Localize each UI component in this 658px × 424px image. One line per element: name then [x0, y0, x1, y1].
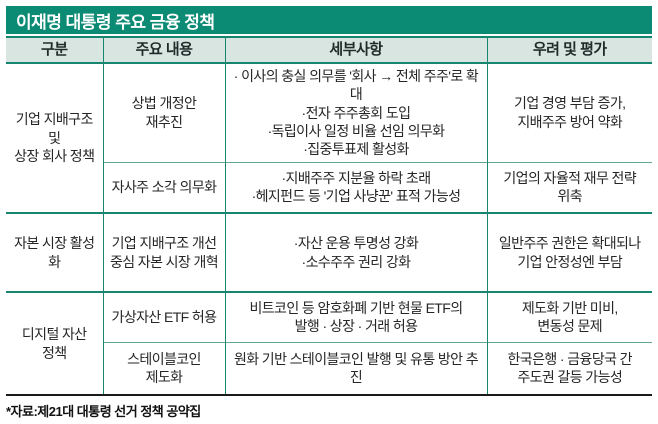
group-capital-market: 자본 시장 활성화 기업 지배구조 개선 중심 자본 시장 개혁 ·자산 운용 …	[6, 212, 652, 292]
concern-cell: 한국은행 · 금융당국 간 주도권 갈등 가능성	[486, 341, 652, 395]
main-cell: 스테이블코인 제도화	[103, 341, 226, 395]
source-note: *자료:제21대 대통령 선거 정책 공약집	[6, 404, 201, 419]
details-cell: 원화 기반 스테이블코인 발행 및 유통 방안 추진	[224, 341, 488, 395]
category-cell: 디지털 자산 정책	[6, 291, 104, 395]
concern-cell: 기업의 자율적 재무 전략 위축	[486, 161, 652, 213]
policy-table: 구분 주요 내용 세부사항 우려 및 평가 기업 지배구조 및 상장 회사 정책…	[6, 36, 652, 396]
concern-cell: 기업 경영 부담 증가, 지배주주 방어 약화	[486, 62, 652, 162]
column-header-details: 세부사항	[224, 37, 488, 63]
table-row: 디지털 자산 정책 가상자산 ETF 허용 비트코인 등 암호화폐 기반 현물 …	[6, 291, 652, 395]
details-cell: · 이사의 충실 의무를 '회사 → 전체 주주'로 확대 ·전자 주주총회 도…	[224, 62, 488, 162]
title-bar: 이재명 대통령 주요 금융 정책	[6, 6, 652, 34]
main-cell: 자사주 소각 의무화	[103, 161, 226, 213]
category-cell: 자본 시장 활성화	[6, 212, 104, 292]
details-cell: 비트코인 등 암호화폐 기반 현물 ETF의 발행 · 상장 · 거래 허용	[224, 291, 488, 342]
header-row: 구분 주요 내용 세부사항 우려 및 평가	[6, 37, 652, 63]
main-cell: 가상자산 ETF 허용	[102, 291, 226, 342]
details-cell: ·자산 운용 투명성 강화 ·소수주주 권리 강화	[224, 212, 488, 292]
main-cell: 기업 지배구조 개선 중심 자본 시장 개혁	[102, 212, 226, 292]
table-row: 스테이블코인 제도화 원화 기반 스테이블코인 발행 및 유통 방안 추진 한국…	[6, 341, 652, 395]
table-row: 자사주 소각 의무화 ·지배주주 지분율 하락 초래 ·헤지펀드 등 '기업 사…	[6, 161, 652, 213]
page-title: 이재명 대통령 주요 금융 정책	[16, 12, 215, 32]
table-row: 기업 지배구조 및 상장 회사 정책 상법 개정안 재추진 · 이사의 충실 의…	[6, 62, 652, 213]
group-digital-asset: 디지털 자산 정책 가상자산 ETF 허용 비트코인 등 암호화폐 기반 현물 …	[6, 291, 652, 395]
column-header-main: 주요 내용	[102, 37, 226, 63]
category-cell: 기업 지배구조 및 상장 회사 정책	[6, 62, 104, 213]
details-cell: ·지배주주 지분율 하락 초래 ·헤지펀드 등 '기업 사냥꾼' 표적 가능성	[224, 161, 488, 213]
column-header-concerns: 우려 및 평가	[486, 37, 652, 63]
column-header-category: 구분	[6, 37, 104, 63]
group-governance: 기업 지배구조 및 상장 회사 정책 상법 개정안 재추진 · 이사의 충실 의…	[6, 62, 652, 213]
table-row: 자본 시장 활성화 기업 지배구조 개선 중심 자본 시장 개혁 ·자산 운용 …	[6, 212, 652, 292]
concern-cell: 제도화 기반 미비, 변동성 문제	[486, 291, 652, 342]
concern-cell: 일반주주 권한은 확대되나 기업 안정성엔 부담	[486, 212, 652, 292]
main-cell: 상법 개정안 재추진	[102, 62, 226, 162]
